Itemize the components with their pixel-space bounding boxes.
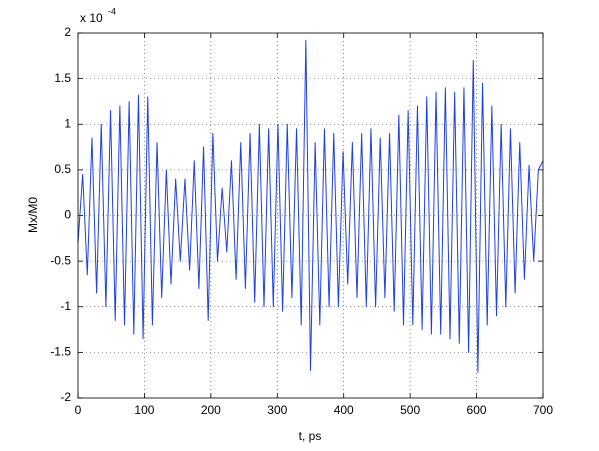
y-tick-label: 0 [64,208,71,222]
y-tick-label: 2 [64,25,71,39]
x-tick-label: 500 [400,403,420,417]
y-tick-label: -1.5 [50,345,71,359]
x-axis-label: t, ps [299,429,322,443]
y-axis-label: Mx/M0 [26,197,40,233]
y-multiplier-exponent: -4 [108,6,116,16]
y-tick-label: 0.5 [54,162,71,176]
x-tick-label: 200 [201,403,221,417]
data-line [77,39,544,373]
x-tick-label: 400 [334,403,354,417]
y-tick-label: -2 [60,390,71,404]
y-multiplier: x 10 [80,11,103,25]
x-tick-label: 100 [134,403,154,417]
y-tick-label: 1.5 [54,71,71,85]
x-tick-label: 300 [267,403,287,417]
y-tick-label: 1 [64,116,71,130]
x-tick-label: 600 [467,403,487,417]
x-tick-label: 0 [75,403,82,417]
x-tick-label: 700 [533,403,553,417]
y-tick-label: -1 [60,299,71,313]
y-tick-label: -0.5 [50,253,71,267]
plot-frame [77,32,544,399]
